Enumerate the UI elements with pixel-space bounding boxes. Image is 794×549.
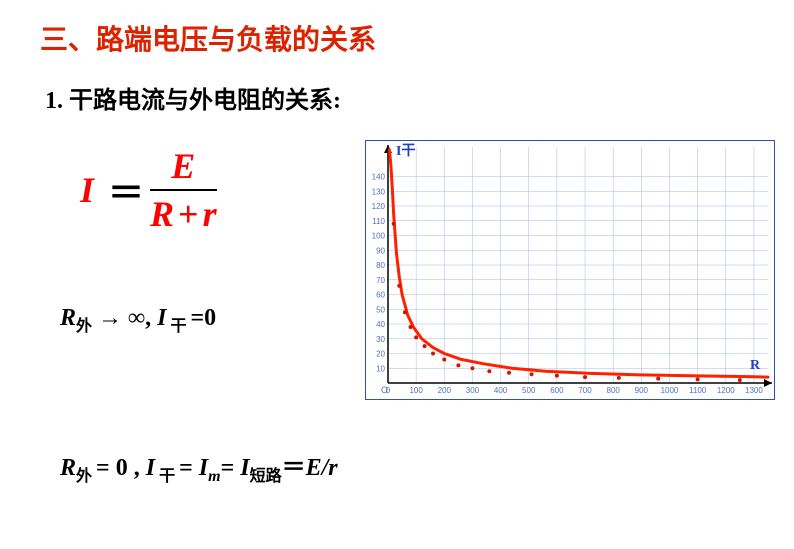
svg-text:50: 50	[376, 305, 385, 314]
svg-text:10: 10	[376, 364, 385, 373]
title-text: 三、路端电压与负载的关系	[40, 25, 376, 56]
svg-text:70: 70	[376, 276, 385, 285]
chart-svg: 0100200300400500600700800900100011001200…	[366, 141, 776, 401]
svg-text:100: 100	[409, 386, 423, 395]
svg-text:O: O	[381, 385, 388, 395]
svg-text:90: 90	[376, 246, 385, 255]
svg-text:80: 80	[376, 261, 385, 270]
svg-text:400: 400	[494, 386, 508, 395]
svg-text:1000: 1000	[661, 386, 679, 395]
svg-text:1200: 1200	[717, 386, 735, 395]
svg-text:1100: 1100	[689, 386, 707, 395]
current-vs-resistance-chart: 0100200300400500600700800900100011001200…	[365, 140, 775, 400]
formula-denominator: R+r	[150, 191, 217, 235]
svg-text:700: 700	[578, 386, 592, 395]
main-formula: I ＝ E R+r	[80, 145, 217, 235]
svg-text:500: 500	[522, 386, 536, 395]
svg-text:200: 200	[438, 386, 452, 395]
svg-text:900: 900	[635, 386, 649, 395]
subsection-title: 1. 干路电流与外电阻的关系:	[45, 80, 341, 115]
svg-text:300: 300	[466, 386, 480, 395]
formula-eq: ＝	[108, 164, 144, 216]
svg-text:R: R	[750, 358, 761, 373]
formula-fraction: E R+r	[150, 145, 217, 235]
svg-text:120: 120	[372, 202, 386, 211]
svg-text:60: 60	[376, 291, 385, 300]
condition-zero: R外 = 0 , I 干 = Im= I短路＝E/r	[60, 447, 338, 486]
condition-infinity: R外 → ∞, I 干 =0	[60, 305, 216, 336]
svg-text:140: 140	[372, 173, 386, 182]
svg-text:30: 30	[376, 335, 385, 344]
formula-lhs: I	[80, 169, 94, 211]
formula-numerator: E	[151, 145, 215, 189]
svg-text:800: 800	[607, 386, 621, 395]
svg-text:40: 40	[376, 320, 385, 329]
svg-text:600: 600	[550, 386, 564, 395]
svg-text:100: 100	[372, 232, 386, 241]
svg-text:1300: 1300	[745, 386, 763, 395]
svg-text:I干: I干	[396, 143, 415, 159]
svg-text:130: 130	[372, 187, 386, 196]
svg-text:20: 20	[376, 350, 385, 359]
section-title: 三、路端电压与负载的关系	[40, 18, 376, 58]
svg-text:110: 110	[372, 217, 385, 226]
